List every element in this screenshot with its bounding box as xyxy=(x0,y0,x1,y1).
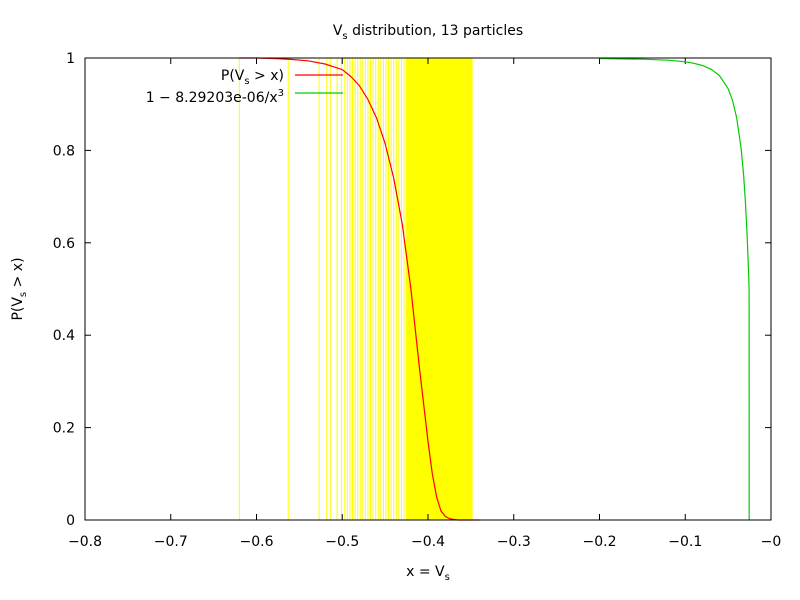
y-tick-label: 0 xyxy=(66,513,75,529)
y-axis-label: P(Vs > x) xyxy=(10,257,29,320)
axis-ticks xyxy=(84,57,772,521)
data-series xyxy=(239,57,750,521)
x-tick-label: −0.7 xyxy=(154,534,188,550)
x-tick-label: −0.1 xyxy=(668,534,702,550)
particle-band xyxy=(406,58,473,520)
legend-label-fit: 1 − 8.29203e-06/x3 xyxy=(146,88,284,106)
y-tick-label: 0.4 xyxy=(53,328,75,344)
y-tick-label: 0.2 xyxy=(53,421,75,437)
legend: P(Vs > x) 1 − 8.29203e-06/x3 xyxy=(146,68,343,106)
x-tick-label: −0 xyxy=(761,534,782,550)
x-tick-label: −0.4 xyxy=(411,534,445,550)
chart-title: Vs distribution, 13 particles xyxy=(333,23,523,42)
probability-curve xyxy=(239,57,480,521)
x-tick-label: −0.8 xyxy=(68,534,102,550)
x-tick-label: −0.3 xyxy=(497,534,531,550)
x-tick-label: −0.6 xyxy=(240,534,274,550)
particle-markers xyxy=(238,58,473,520)
y-tick-label: 0.6 xyxy=(53,236,75,252)
y-tick-label: 0.8 xyxy=(53,143,75,159)
x-tick-label: −0.5 xyxy=(325,534,359,550)
plot-frame xyxy=(84,57,772,521)
tick-labels: −0.8 −0.7 −0.6 −0.5 −0.4 −0.3 −0.2 −0.1 −0 0 0.2 0.… xyxy=(53,51,782,550)
x-tick-label: −0.2 xyxy=(583,534,617,550)
y-tick-label: 1 xyxy=(66,51,75,67)
x-axis-label: x = Vs xyxy=(406,564,450,583)
fit-curve xyxy=(599,57,750,521)
legend-label-probability: P(Vs > x) xyxy=(221,68,284,87)
